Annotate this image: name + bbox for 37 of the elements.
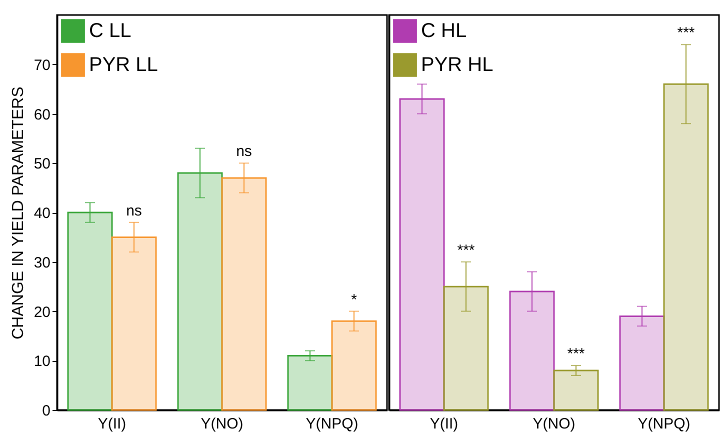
bar	[553, 370, 599, 411]
bar	[177, 172, 223, 411]
x-tick-label: Y(NPQ)	[638, 416, 690, 432]
annotation: ***	[677, 24, 695, 42]
y-tick-label: 40	[34, 205, 50, 222]
y-axis-title: CHANGE IN YIELD PARAMETERS	[10, 86, 27, 340]
legend-label: C LL	[89, 20, 132, 42]
annotation: ns	[236, 143, 252, 160]
y-tick-label: 60	[34, 106, 50, 124]
x-tick-label: Y(II)	[98, 416, 126, 432]
legend-label: PYR HL	[421, 54, 494, 76]
y-tick-label: 10	[34, 353, 50, 370]
bar	[399, 98, 445, 411]
bar	[221, 177, 267, 411]
x-tick-label: Y(NPQ)	[306, 416, 358, 432]
bar	[619, 315, 665, 411]
annotation: ns	[126, 202, 142, 220]
annotation: ***	[457, 242, 475, 259]
bar	[331, 320, 377, 411]
bar	[509, 290, 555, 411]
bar	[443, 286, 489, 411]
x-tick-label: Y(NO)	[200, 416, 244, 432]
bar	[663, 83, 709, 411]
bar	[67, 212, 113, 411]
y-tick-label: 0	[42, 402, 50, 420]
y-tick-label: 70	[34, 56, 50, 74]
annotation: *	[351, 291, 358, 308]
bar	[287, 354, 333, 411]
bar	[111, 236, 157, 411]
legend-label: C HL	[421, 20, 467, 42]
x-tick-label: Y(II)	[430, 416, 458, 432]
annotation: ***	[567, 346, 585, 363]
legend-label: PYR LL	[89, 54, 158, 76]
y-tick-label: 20	[34, 304, 50, 321]
x-tick-label: Y(NO)	[532, 416, 576, 432]
y-tick-label: 30	[34, 254, 50, 272]
y-tick-label: 50	[34, 156, 50, 173]
